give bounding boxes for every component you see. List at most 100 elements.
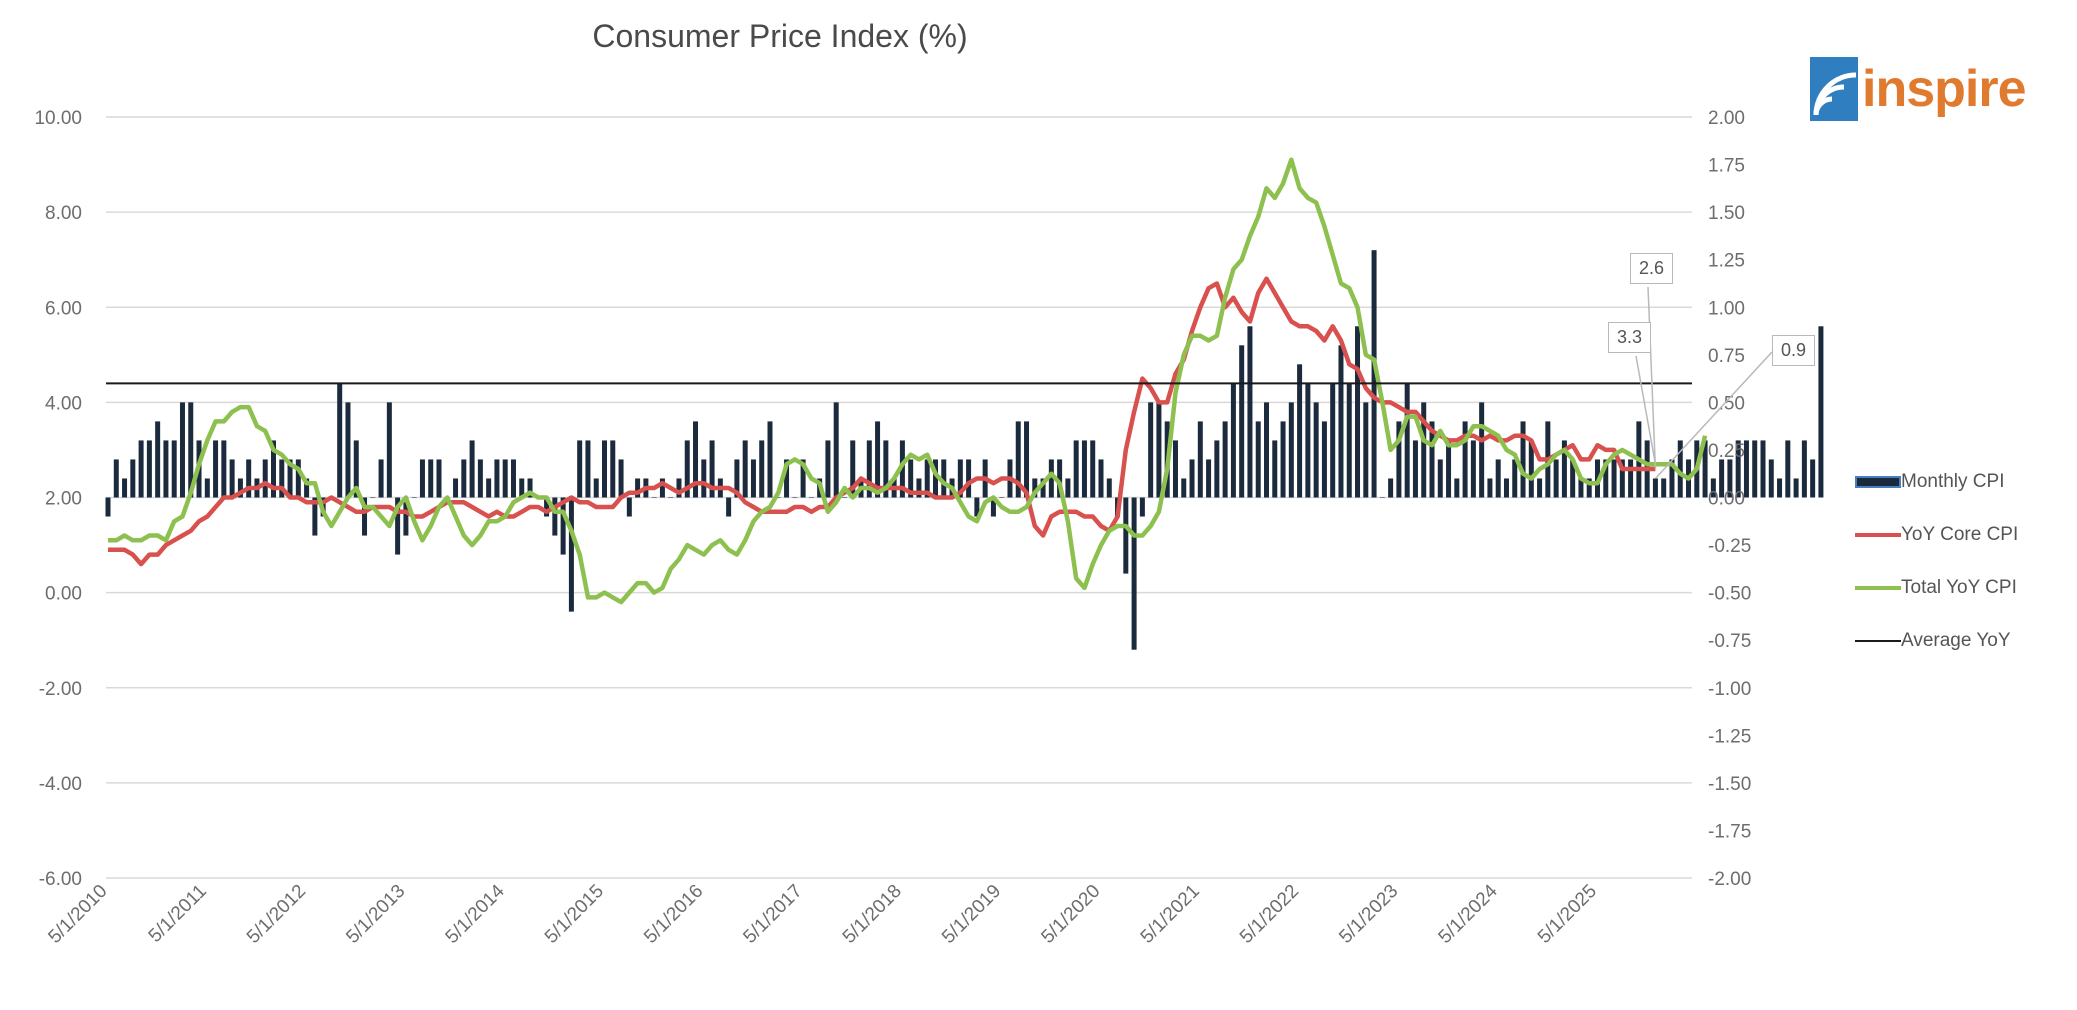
monthly-cpi-bar [1818, 326, 1824, 498]
monthly-cpi-bar [1743, 440, 1749, 498]
monthly-cpi-bar [1048, 459, 1054, 498]
y-right-tick-label: 1.25 [1708, 251, 1745, 272]
monthly-cpi-bar [527, 478, 533, 498]
x-tick-label: 5/1/2017 [739, 881, 806, 948]
monthly-cpi-bar [1603, 459, 1609, 498]
monthly-cpi-bar [1239, 345, 1245, 498]
monthly-cpi-bar [171, 440, 177, 498]
monthly-cpi-bar [999, 497, 1005, 498]
monthly-cpi-bar [676, 478, 682, 498]
monthly-cpi-bar [1412, 440, 1418, 498]
monthly-cpi-bar [908, 459, 914, 498]
monthly-cpi-bar [179, 402, 185, 498]
monthly-cpi-bar [1470, 440, 1476, 498]
monthly-cpi-bar [1396, 421, 1402, 498]
legend-label: Average YoY [1901, 629, 2011, 651]
legend-swatch-bar [1855, 475, 1901, 488]
monthly-cpi-bar [1570, 459, 1576, 498]
monthly-cpi-bar [1735, 440, 1741, 498]
grid-lines [106, 116, 1692, 879]
monthly-cpi-bar [1222, 421, 1228, 498]
signal-arcs-icon [1810, 57, 1858, 121]
monthly-cpi-bar [1081, 440, 1087, 498]
monthly-cpi-bar [1139, 497, 1145, 517]
monthly-cpi-bar [1677, 440, 1683, 498]
legend-swatch-green-line [1855, 585, 1901, 590]
monthly-cpi-bar [1454, 478, 1460, 498]
monthly-cpi-bar [668, 497, 674, 498]
legend-item-monthly-cpi: Monthly CPI [1855, 455, 2018, 508]
monthly-cpi-bar [1330, 383, 1336, 498]
monthly-cpi-bar [1230, 383, 1236, 498]
monthly-cpi-bar [1578, 478, 1584, 498]
monthly-cpi-bar [1156, 402, 1162, 498]
monthly-cpi-bar [585, 440, 591, 498]
monthly-cpi-bar [477, 459, 483, 498]
monthly-cpi-bar [1148, 402, 1154, 498]
monthly-cpi-bar [287, 459, 293, 498]
monthly-cpi-bar [519, 478, 525, 498]
monthly-cpi-bar [750, 459, 756, 498]
y-left-tick-label: 8.00 [45, 203, 82, 224]
monthly-cpi-bar [1280, 421, 1286, 498]
monthly-cpi-bar [1255, 421, 1261, 498]
monthly-cpi-bar [428, 459, 434, 498]
monthly-cpi-bar [659, 478, 665, 498]
monthly-cpi-bar [353, 440, 359, 498]
monthly-cpi-bar [1305, 383, 1311, 498]
monthly-cpi-bar [337, 383, 343, 498]
monthly-cpi-bar [1752, 440, 1758, 498]
monthly-cpi-bar [1024, 421, 1030, 498]
monthly-cpi-bar [486, 478, 492, 498]
y-left-tick-label: 0.00 [45, 584, 82, 605]
monthly-cpi-bar [866, 440, 872, 498]
y-left-tick-label: -2.00 [39, 679, 82, 700]
brand-name: inspire [1862, 60, 2026, 118]
monthly-cpi-bar [461, 459, 467, 498]
monthly-cpi-bar [1272, 440, 1278, 498]
monthly-cpi-bar [312, 497, 318, 536]
y-right-tick-label: 0.25 [1708, 441, 1745, 462]
monthly-cpi-bar [875, 421, 881, 498]
monthly-cpi-bar [767, 421, 773, 498]
monthly-cpi-bar [1702, 440, 1708, 498]
monthly-cpi-bar [188, 402, 194, 498]
monthly-cpi-bar [1611, 459, 1617, 498]
monthly-cpi-bar [1297, 364, 1303, 498]
monthly-cpi-bar [544, 497, 550, 517]
monthly-cpi-bar [1123, 497, 1129, 574]
monthly-cpi-bar [130, 459, 136, 498]
monthly-cpi-bar [709, 440, 715, 498]
y-right-tick-label: -1.00 [1708, 679, 1751, 700]
monthly-cpi-bar [792, 497, 798, 498]
monthly-cpi-bar [386, 402, 392, 498]
monthly-cpi-bar [1090, 440, 1096, 498]
monthly-cpi-bar [1288, 402, 1294, 498]
axis-ticks: 10.00 8.00 6.00 4.00 2.00 0.00 -2.00 -4.00 -6.00… [34, 108, 1751, 948]
y-right-tick-label: -0.75 [1708, 631, 1751, 652]
monthly-cpi-bar [1777, 478, 1783, 498]
monthly-cpi-bar [1181, 478, 1187, 498]
monthly-cpi-bar [775, 497, 781, 498]
monthly-cpi-bar [1264, 402, 1269, 498]
y-right-tick-label: -0.50 [1708, 584, 1751, 605]
x-tick-label: 5/1/2010 [44, 881, 111, 948]
inspire-logo: inspire [1810, 56, 2026, 122]
monthly-cpi-bar [1214, 440, 1220, 498]
callout-leader-core [1647, 286, 1657, 469]
monthly-cpi-bar [957, 459, 963, 498]
monthly-cpi-bar [345, 402, 351, 498]
y-right-tick-label: 0.75 [1708, 346, 1745, 367]
monthly-cpi-bar [1503, 478, 1509, 498]
monthly-cpi-bar [1313, 402, 1319, 498]
monthly-cpi-bar [833, 402, 839, 498]
monthly-cpi-bar [1669, 459, 1675, 498]
y-left-tick-label: 6.00 [45, 298, 82, 319]
monthly-cpi-bar [1768, 459, 1774, 498]
monthly-cpi-bar [1520, 421, 1526, 498]
monthly-cpi-bar [378, 459, 384, 498]
monthly-cpi-bar [1040, 478, 1046, 498]
monthly-cpi-bar [742, 440, 748, 498]
monthly-cpi-bar [990, 497, 996, 517]
monthly-cpi-bar [1172, 440, 1178, 498]
